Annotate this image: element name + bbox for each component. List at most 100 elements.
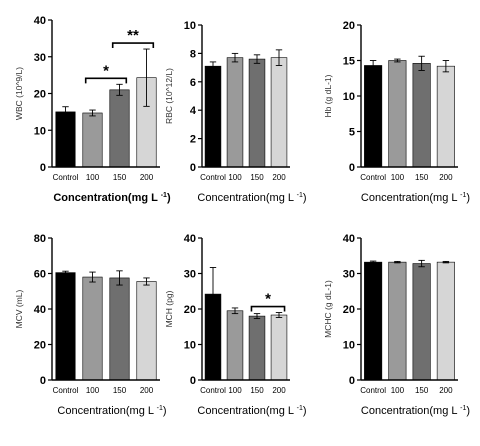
x-tick-label: Control bbox=[200, 173, 226, 182]
significance-label: ** bbox=[127, 27, 139, 44]
x-tick-label: 100 bbox=[391, 386, 405, 395]
bar-200 bbox=[436, 261, 455, 381]
bar-100 bbox=[82, 112, 103, 168]
y-tick-label: 5 bbox=[349, 127, 355, 139]
bar-150 bbox=[109, 89, 130, 168]
x-axis-label: Concentration(mg L -1) bbox=[361, 192, 470, 204]
x-axis-label-paren: ) bbox=[303, 192, 307, 204]
y-axis-label: MCV (mL) bbox=[14, 289, 24, 328]
bar-200 bbox=[436, 65, 455, 168]
x-axis-label-text: Concentration(mg L bbox=[361, 192, 460, 204]
x-tick-label: 100 bbox=[86, 173, 100, 182]
x-tick-label: Control bbox=[360, 173, 386, 182]
y-tick-label: 30 bbox=[184, 269, 196, 281]
x-tick-label: 100 bbox=[228, 386, 242, 395]
x-axis-label: Concentration(mg L -1) bbox=[197, 405, 306, 417]
y-tick-label: 0 bbox=[349, 375, 355, 387]
y-axis-label: RBC (10^12/L) bbox=[164, 68, 174, 124]
y-axis-label: Hb (g dL-1) bbox=[323, 74, 333, 117]
bar-150 bbox=[412, 263, 431, 381]
bar-100 bbox=[388, 60, 407, 168]
x-axis-label-superscript: -1 bbox=[297, 405, 303, 412]
x-tick-label: Control bbox=[53, 386, 79, 395]
y-tick-label: 10 bbox=[184, 340, 196, 352]
x-tick-label: 100 bbox=[228, 173, 242, 182]
y-tick-label: 60 bbox=[34, 269, 46, 281]
y-tick-label: 30 bbox=[343, 269, 355, 281]
x-axis-label-paren: ) bbox=[466, 405, 470, 417]
chart-panel-5: 0 10 20 30 40 Control 100 150 200 MCH (pg) Concent… bbox=[164, 233, 307, 417]
y-tick-label: 20 bbox=[343, 20, 355, 32]
y-tick-label: 40 bbox=[184, 233, 196, 245]
chart-panel-3: 0 5 10 15 20 Control 100 150 200 Hb (g dL-1) Conce… bbox=[323, 20, 470, 204]
bar-200 bbox=[270, 57, 288, 168]
significance-bracket bbox=[111, 42, 155, 49]
bar-150 bbox=[412, 63, 431, 168]
x-axis-label-paren: ) bbox=[167, 192, 171, 204]
bar-100 bbox=[388, 261, 407, 381]
y-tick-label: 0 bbox=[40, 375, 46, 387]
x-axis-label-paren: ) bbox=[303, 405, 307, 417]
y-tick-label: 40 bbox=[34, 304, 46, 316]
y-tick-label: 10 bbox=[184, 20, 196, 32]
y-tick-label: 6 bbox=[190, 77, 196, 89]
bar-150 bbox=[109, 277, 130, 381]
x-tick-label: 150 bbox=[415, 173, 429, 182]
x-tick-label: 200 bbox=[140, 386, 154, 395]
x-axis-label-text: Concentration(mg L bbox=[53, 192, 160, 204]
y-axis-label: MCHC (g dL-1) bbox=[323, 280, 333, 338]
x-tick-label: 200 bbox=[140, 173, 154, 182]
x-axis-label-text: Concentration(mg L bbox=[361, 405, 460, 417]
bar-control bbox=[55, 111, 76, 168]
bar-200 bbox=[270, 314, 288, 381]
chart-panel-1: 0 10 20 30 40 Control 100 150 200 WBC (10^9/L) Con… bbox=[14, 15, 171, 204]
x-tick-label: 200 bbox=[272, 173, 286, 182]
y-tick-label: 20 bbox=[34, 89, 46, 101]
significance-bracket bbox=[84, 77, 128, 84]
x-axis-label-text: Concentration(mg L bbox=[197, 192, 296, 204]
x-tick-label: 200 bbox=[272, 386, 286, 395]
chart-panel-6: 0 10 20 30 40 Control 100 150 200 MCHC (g dL-1) Co… bbox=[323, 233, 470, 417]
x-axis-label: Concentration(mg L -1) bbox=[53, 192, 171, 204]
x-tick-label: 150 bbox=[113, 386, 127, 395]
y-tick-label: 15 bbox=[343, 56, 355, 68]
bar-100 bbox=[226, 310, 244, 381]
chart-panel-2: 0 2 4 6 8 10 Control 100 150 200 RBC (10^12/L) Conc… bbox=[164, 20, 307, 204]
x-axis-label-superscript: -1 bbox=[297, 192, 303, 199]
y-tick-label: 20 bbox=[184, 304, 196, 316]
x-tick-label: Control bbox=[360, 386, 386, 395]
bar-control bbox=[364, 261, 383, 381]
x-axis-label-superscript: -1 bbox=[161, 192, 167, 199]
x-axis-label: Concentration(mg L -1) bbox=[197, 192, 306, 204]
bar-control bbox=[204, 65, 222, 168]
y-tick-label: 8 bbox=[190, 48, 196, 60]
y-tick-label: 0 bbox=[190, 162, 196, 174]
y-tick-label: 4 bbox=[190, 105, 197, 117]
x-tick-label: Control bbox=[200, 386, 226, 395]
y-tick-label: 80 bbox=[34, 233, 46, 245]
significance-label: * bbox=[265, 291, 271, 308]
y-tick-label: 10 bbox=[34, 125, 46, 137]
x-tick-label: 200 bbox=[439, 386, 453, 395]
bar-200 bbox=[136, 281, 157, 381]
x-axis-label: Concentration(mg L -1) bbox=[361, 405, 470, 417]
x-axis-label-superscript: -1 bbox=[157, 405, 163, 412]
y-tick-label: 10 bbox=[343, 340, 355, 352]
y-tick-label: 0 bbox=[40, 162, 46, 174]
significance-bracket bbox=[250, 305, 286, 312]
chart-panel-4: 0 20 40 60 80 Control 100 150 200 MCV (mL) Concent… bbox=[14, 233, 167, 417]
y-tick-label: 10 bbox=[343, 91, 355, 103]
x-axis-label-superscript: -1 bbox=[460, 405, 466, 412]
x-axis-label-paren: ) bbox=[466, 192, 470, 204]
bar-control bbox=[364, 65, 383, 168]
y-tick-label: 0 bbox=[349, 162, 355, 174]
x-axis-label-superscript: -1 bbox=[460, 192, 466, 199]
y-tick-label: 0 bbox=[190, 375, 196, 387]
x-tick-label: 150 bbox=[113, 173, 127, 182]
x-axis-label-paren: ) bbox=[163, 405, 167, 417]
x-tick-label: 150 bbox=[250, 386, 264, 395]
y-axis-label: MCH (pg) bbox=[164, 290, 174, 327]
y-tick-label: 40 bbox=[34, 15, 46, 27]
bar-100 bbox=[82, 276, 103, 381]
